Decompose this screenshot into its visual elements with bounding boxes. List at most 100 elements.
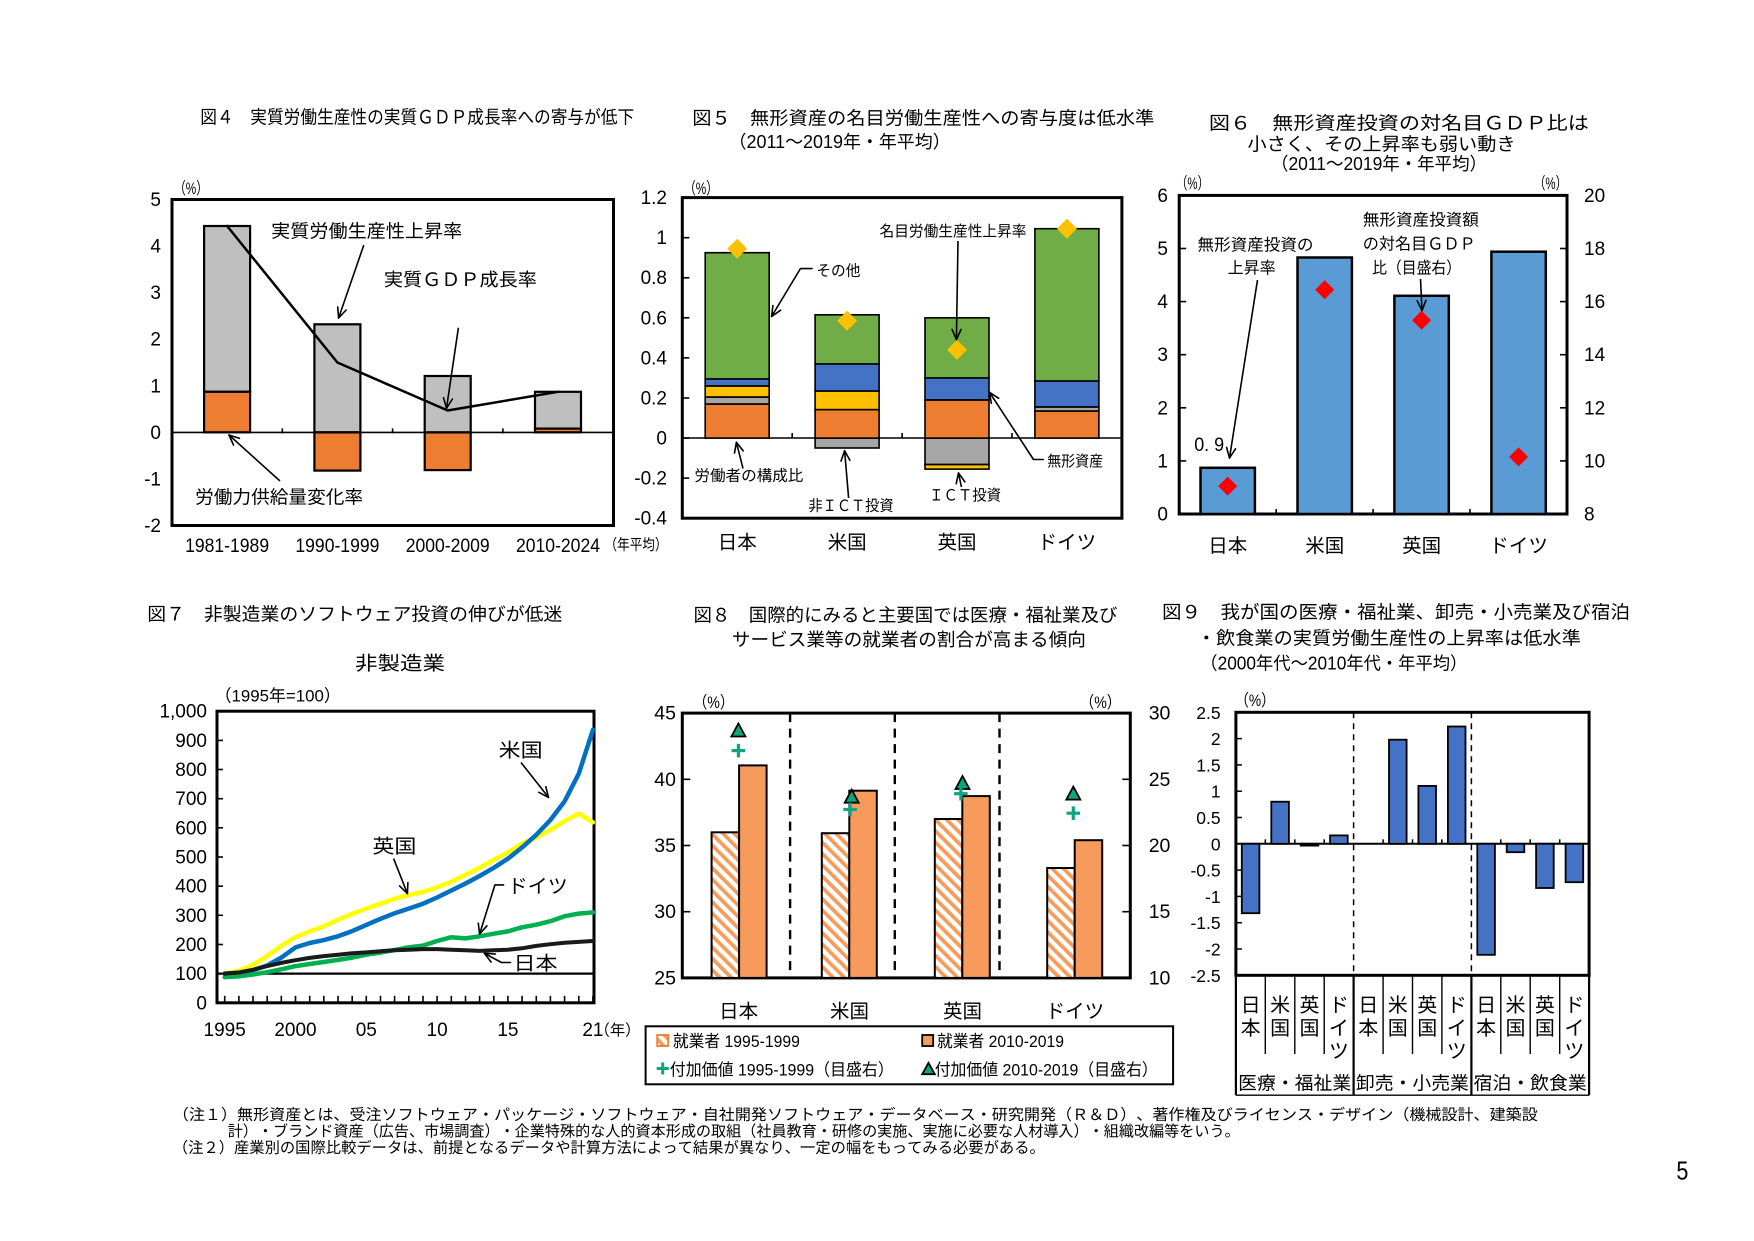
svg-text:-1.5: -1.5: [1190, 913, 1220, 933]
svg-text:-1: -1: [1205, 887, 1221, 907]
svg-text:実質労働生産性上昇率: 実質労働生産性上昇率: [271, 221, 462, 242]
svg-text:付加価値 1995-1999（目盛右）: 付加価値 1995-1999（目盛右）: [670, 1061, 894, 1080]
svg-text:0.6: 0.6: [641, 308, 667, 329]
svg-text:（1995年=100）: （1995年=100）: [215, 687, 341, 706]
svg-text:図６ 無形資産投資の対名目ＧＤＰ比は: 図６ 無形資産投資の対名目ＧＤＰ比は: [1209, 112, 1589, 133]
svg-text:20: 20: [1149, 835, 1171, 857]
svg-text:計）・ブランド資産（広告、市場調査）・企業特殊的な人的資本形: 計）・ブランド資産（広告、市場調査）・企業特殊的な人的資本形成の取組（社員教育・…: [228, 1123, 1240, 1141]
svg-text:医療・福祉業: 医療・福祉業: [1238, 1073, 1351, 1094]
svg-text:ツ: ツ: [1447, 1041, 1467, 1063]
svg-text:200: 200: [175, 935, 207, 956]
svg-text:（%）: （%）: [684, 179, 718, 198]
svg-text:イ: イ: [1447, 1018, 1467, 1040]
svg-text:10: 10: [1584, 451, 1605, 472]
svg-text:就業者 1995-1999: 就業者 1995-1999: [673, 1032, 800, 1051]
svg-text:英: 英: [1300, 995, 1320, 1017]
svg-text:米: 米: [1270, 995, 1290, 1017]
svg-text:実質ＧＤＰ成長率: 実質ＧＤＰ成長率: [384, 269, 537, 290]
svg-text:2000-2009: 2000-2009: [406, 536, 490, 557]
svg-text:英国: 英国: [937, 532, 976, 554]
svg-text:（%）: （%）: [1235, 691, 1275, 710]
svg-text:-0.5: -0.5: [1190, 861, 1220, 881]
svg-text:0: 0: [1211, 834, 1221, 854]
svg-text:国: 国: [1270, 1018, 1290, 1040]
svg-text:-0.4: -0.4: [634, 509, 667, 530]
svg-text:300: 300: [175, 906, 207, 927]
svg-text:0: 0: [656, 429, 667, 450]
svg-text:図５ 無形資産の名目労働生産性への寄与度は低水準: 図５ 無形資産の名目労働生産性への寄与度は低水準: [692, 107, 1154, 128]
svg-text:12: 12: [1584, 398, 1605, 419]
svg-text:700: 700: [175, 789, 207, 810]
svg-text:-2.5: -2.5: [1190, 966, 1220, 986]
svg-text:（%）: （%）: [174, 179, 208, 198]
svg-text:その他: その他: [816, 263, 860, 280]
svg-text:4: 4: [150, 237, 161, 258]
svg-text:100: 100: [175, 964, 207, 985]
svg-text:ツ: ツ: [1329, 1041, 1349, 1063]
svg-text:米: 米: [1388, 995, 1408, 1017]
svg-text:日本: 日本: [1208, 536, 1247, 558]
svg-text:非製造業: 非製造業: [355, 653, 445, 675]
svg-text:15: 15: [1149, 901, 1171, 923]
svg-text:無形資産投資額: 無形資産投資額: [1363, 212, 1480, 230]
svg-text:8: 8: [1584, 505, 1595, 526]
svg-text:比（目盛右）: 比（目盛右）: [1372, 258, 1461, 277]
svg-text:労働力供給量変化率: 労働力供給量変化率: [195, 487, 363, 508]
svg-text:本: 本: [1241, 1018, 1261, 1040]
svg-text:英: 英: [1535, 995, 1555, 1017]
svg-text:-2: -2: [1205, 940, 1221, 960]
svg-text:600: 600: [175, 818, 207, 839]
svg-text:図９ 我が国の医療・福祉業、卸売・小売業及び宿泊: 図９ 我が国の医療・福祉業、卸売・小売業及び宿泊: [1162, 602, 1630, 623]
svg-text:イ: イ: [1564, 1018, 1584, 1040]
svg-text:米国: 米国: [1305, 536, 1344, 558]
svg-text:英国: 英国: [1402, 536, 1441, 558]
svg-text:非ＩＣＴ投資: 非ＩＣＴ投資: [809, 497, 894, 515]
svg-text:2: 2: [150, 330, 161, 351]
svg-text:（%）: （%）: [693, 693, 734, 712]
svg-text:（年）: （年）: [595, 1022, 641, 1040]
svg-text:2: 2: [1157, 398, 1168, 419]
svg-text:本: 本: [1476, 1018, 1496, 1040]
svg-text:1,000: 1,000: [159, 702, 207, 723]
svg-text:（2011〜2019年・年平均）: （2011〜2019年・年平均）: [729, 132, 951, 152]
svg-text:05: 05: [356, 1020, 377, 1041]
svg-text:日本: 日本: [718, 532, 757, 554]
svg-text:1981-1989: 1981-1989: [185, 536, 269, 557]
svg-text:2: 2: [1211, 729, 1221, 749]
svg-text:15: 15: [497, 1020, 518, 1041]
svg-text:無形資産: 無形資産: [1047, 453, 1103, 471]
svg-text:上昇率: 上昇率: [1228, 260, 1276, 278]
svg-text:日本: 日本: [719, 1001, 758, 1023]
svg-text:30: 30: [1149, 703, 1171, 725]
svg-text:ド: ド: [1564, 995, 1584, 1017]
svg-text:ドイツ: ドイツ: [1489, 536, 1548, 558]
svg-text:ド: ド: [1447, 995, 1467, 1017]
svg-text:国: 国: [1388, 1018, 1408, 1040]
svg-text:10: 10: [1149, 967, 1171, 989]
svg-text:14: 14: [1584, 345, 1606, 366]
svg-text:（%）: （%）: [1534, 174, 1567, 193]
svg-text:（2011〜2019年・年平均）: （2011〜2019年・年平均）: [1271, 154, 1487, 174]
svg-text:-1: -1: [144, 469, 161, 490]
svg-text:イ: イ: [1329, 1018, 1349, 1040]
svg-text:18: 18: [1584, 239, 1605, 260]
svg-text:0. 9: 0. 9: [1194, 435, 1224, 456]
svg-text:1.5: 1.5: [1196, 755, 1220, 775]
svg-text:図７ 非製造業のソフトウェア投資の伸びが低迷: 図７ 非製造業のソフトウェア投資の伸びが低迷: [147, 604, 562, 625]
svg-text:21: 21: [582, 1020, 603, 1041]
svg-text:本: 本: [1358, 1018, 1378, 1040]
svg-text:就業者 2010-2019: 就業者 2010-2019: [937, 1032, 1064, 1051]
svg-text:サービス業等の就業者の割合が高まる傾向: サービス業等の就業者の割合が高まる傾向: [732, 629, 1086, 650]
svg-text:30: 30: [654, 901, 676, 923]
svg-text:ドイツ: ドイツ: [1046, 1001, 1105, 1023]
svg-text:日: 日: [1358, 995, 1378, 1017]
svg-text:日本: 日本: [514, 953, 558, 975]
svg-text:25: 25: [1149, 769, 1171, 791]
svg-text:英: 英: [1417, 995, 1437, 1017]
svg-text:無形資産投資の: 無形資産投資の: [1198, 237, 1314, 255]
svg-text:付加価値 2010-2019（目盛右）: 付加価値 2010-2019（目盛右）: [935, 1061, 1158, 1080]
svg-text:6: 6: [1157, 186, 1168, 207]
svg-text:1: 1: [1211, 782, 1221, 802]
svg-text:国: 国: [1417, 1018, 1437, 1040]
svg-text:国: 国: [1506, 1018, 1526, 1040]
